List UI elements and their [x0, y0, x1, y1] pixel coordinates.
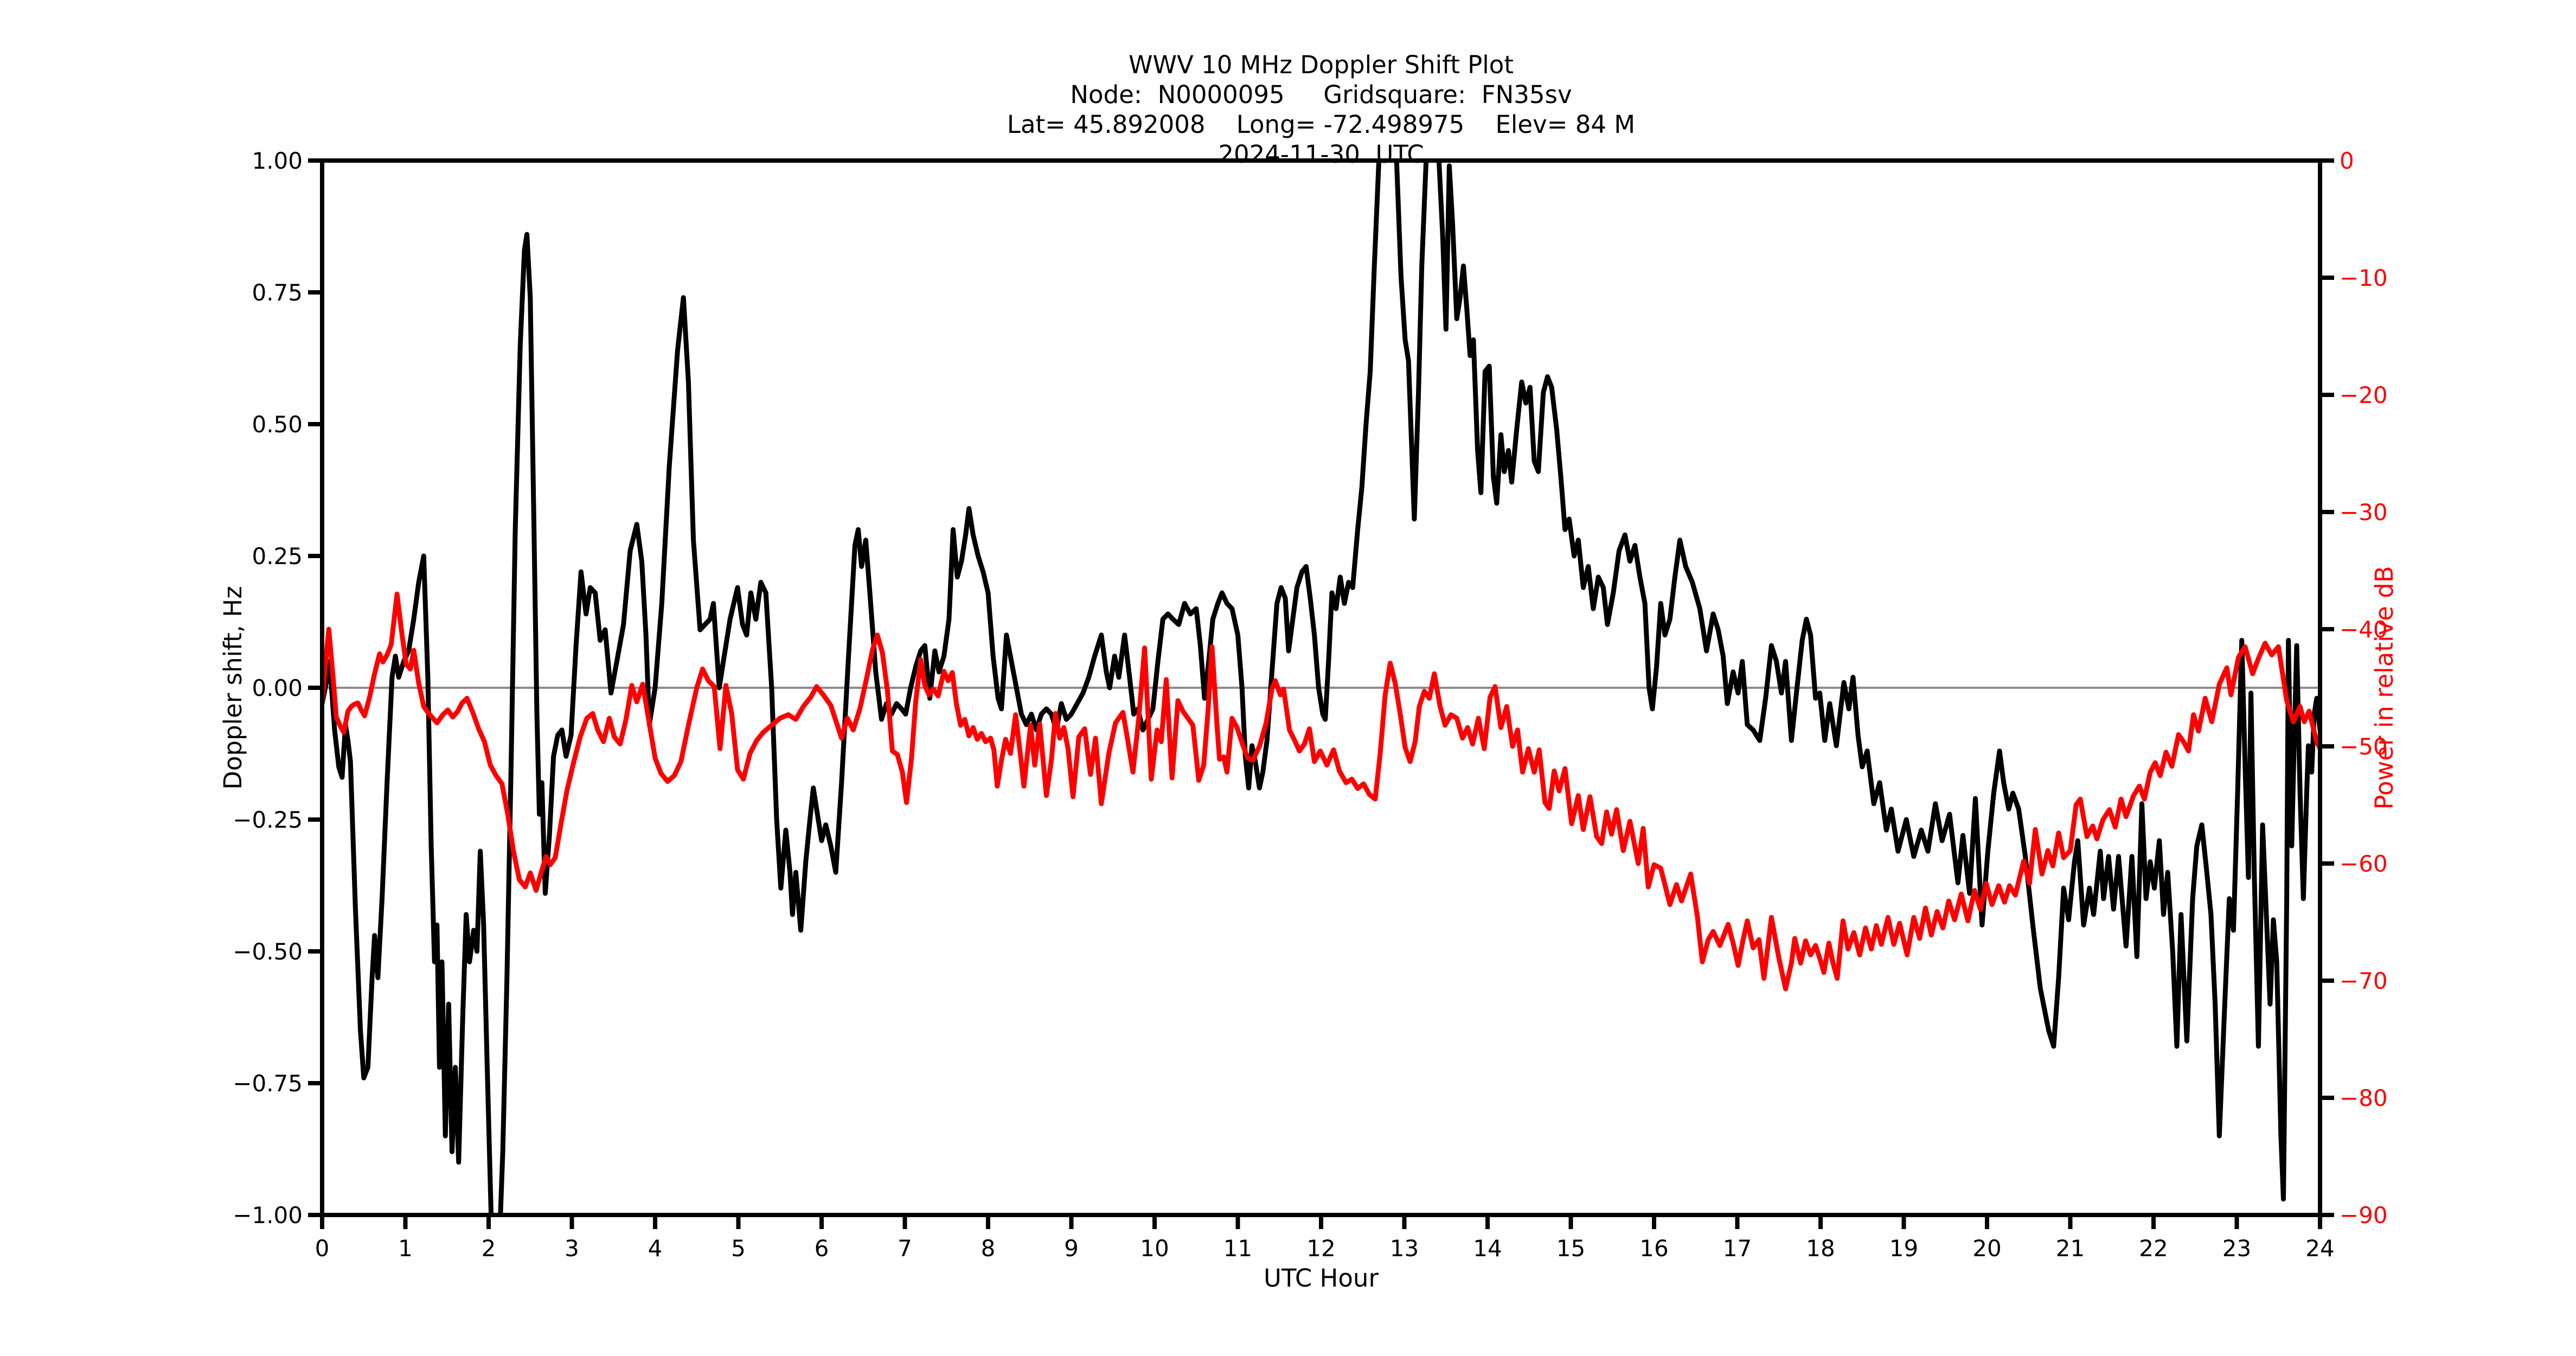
x-axis-tick-label: 21 [2056, 1235, 2085, 1262]
y-axis-left-tick-label: 0.50 [252, 411, 303, 438]
chart-title: WWV 10 MHz Doppler Shift Plot [1129, 50, 1514, 79]
x-axis-tick-label: 19 [1889, 1235, 1918, 1262]
chart-subtitle-node-gridsquare: Node: N0000095 Gridsquare: FN35sv [1070, 80, 1572, 109]
y-axis-left-label: Doppler shift, Hz [219, 586, 247, 790]
x-axis-tick-label: 9 [1064, 1235, 1079, 1262]
y-axis-right-tick-label: −80 [2340, 1085, 2388, 1111]
x-axis-tick-label: 24 [2305, 1235, 2334, 1262]
y-axis-left-tick-label: −0.50 [233, 938, 303, 965]
x-axis-tick-label: 13 [1390, 1235, 1419, 1262]
y-axis-left-tick-label: −0.25 [233, 807, 303, 833]
power_relative_db-line [322, 591, 2320, 992]
x-axis-tick-label: 12 [1306, 1235, 1335, 1262]
y-axis-right-tick-label: −40 [2340, 616, 2388, 643]
y-axis-left-tick-label: 0.00 [252, 675, 303, 701]
y-axis-right-tick-label: −50 [2340, 733, 2388, 760]
y-axis-left-tick-label: 1.00 [252, 148, 303, 174]
chart-title-block: WWV 10 MHz Doppler Shift Plot Node: N000… [322, 50, 2320, 169]
x-axis-tick-label: 20 [1972, 1235, 2001, 1262]
x-axis-tick-label: 22 [2139, 1235, 2168, 1262]
y-axis-left-tick-label: −1.00 [233, 1202, 303, 1229]
x-axis-tick-label: 1 [398, 1235, 413, 1262]
y-axis-right-tick-label: −60 [2340, 850, 2388, 877]
x-axis-label: UTC Hour [1264, 1264, 1379, 1293]
x-axis-tick-label: 18 [1806, 1235, 1835, 1262]
doppler_shift_hz-line [322, 161, 2320, 1215]
x-axis-tick-label: 2 [482, 1235, 496, 1262]
x-axis-tick-label: 4 [648, 1235, 663, 1262]
x-axis-tick-label: 7 [898, 1235, 912, 1262]
y-axis-left-tick-label: −0.75 [233, 1070, 303, 1097]
x-axis-tick-label: 16 [1639, 1235, 1668, 1262]
y-axis-left-tick-label: 0.75 [252, 279, 303, 306]
x-axis-tick-label: 8 [981, 1235, 996, 1262]
x-axis-tick-label: 3 [565, 1235, 579, 1262]
chart-subtitle-lat-long-elev: Lat= 45.892008 Long= -72.498975 Elev= 84… [1007, 110, 1636, 139]
y-axis-right-label: Power in relative dB [2370, 566, 2399, 809]
y-axis-right-tick-label: −70 [2340, 968, 2388, 994]
chart-subtitle-date: 2024-11-30 UTC [1218, 140, 1424, 169]
y-axis-right-tick-label: −90 [2340, 1202, 2388, 1229]
x-axis-tick-label: 14 [1473, 1235, 1502, 1262]
x-axis-tick-label: 10 [1140, 1235, 1169, 1262]
y-axis-right-tick-label: −20 [2340, 382, 2388, 408]
x-axis-tick-label: 15 [1556, 1235, 1585, 1262]
y-axis-left-tick-label: 0.25 [252, 543, 303, 570]
x-axis-tick-label: 0 [315, 1235, 330, 1262]
x-axis-tick-label: 11 [1223, 1235, 1252, 1262]
x-axis-tick-label: 23 [2222, 1235, 2251, 1262]
y-axis-right-tick-label: −30 [2340, 499, 2388, 526]
x-axis-tick-label: 5 [731, 1235, 746, 1262]
y-axis-right-tick-label: 0 [2340, 148, 2354, 174]
x-axis-tick-label: 17 [1723, 1235, 1752, 1262]
y-axis-right-tick-label: −10 [2340, 265, 2388, 291]
x-axis-tick-label: 6 [815, 1235, 829, 1262]
